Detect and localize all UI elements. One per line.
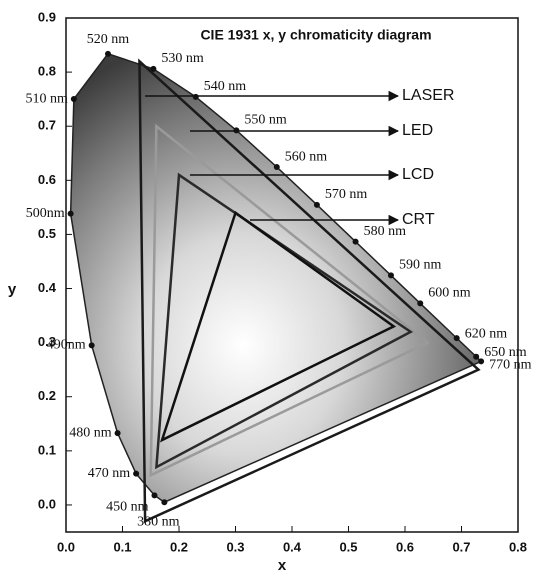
wavelength-label: 600 nm — [428, 286, 471, 301]
gamut-label: CRT — [402, 211, 435, 228]
locus-point — [453, 335, 460, 342]
x-tick-label: 0.2 — [170, 539, 188, 554]
y-tick-label: 0.0 — [38, 496, 56, 511]
wavelength-label: 520 nm — [87, 32, 130, 47]
wavelength-label: 580 nm — [364, 224, 407, 239]
x-tick-label: 0.6 — [396, 539, 414, 554]
x-tick-label: 0.3 — [226, 539, 244, 554]
y-tick-label: 0.7 — [38, 118, 56, 133]
gamut-triangle — [138, 58, 481, 524]
gamut-triangle — [149, 123, 430, 478]
wavelength-label: 500nm — [26, 206, 65, 221]
x-tick-label: 0.8 — [509, 539, 527, 554]
locus-point — [151, 492, 158, 499]
locus-point — [273, 164, 280, 171]
locus-point — [88, 342, 95, 349]
x-tick-label: 0.4 — [283, 539, 302, 554]
wavelength-label: 770 nm — [489, 358, 531, 373]
locus-point — [387, 272, 394, 279]
y-tick-label: 0.9 — [38, 9, 56, 24]
wavelength-label: 510 nm — [25, 91, 68, 106]
wavelength-label: 380 nm — [137, 514, 180, 529]
x-tick-label: 0.5 — [339, 539, 357, 554]
y-axis-label: y — [8, 281, 17, 298]
locus-point — [104, 50, 111, 57]
y-tick-label: 0.1 — [38, 442, 56, 457]
y-tick-label: 0.5 — [38, 226, 56, 241]
wavelength-label: 560 nm — [285, 149, 328, 164]
locus-point — [133, 470, 140, 477]
locus-point — [352, 238, 359, 245]
locus-point — [161, 499, 168, 506]
gamut-label: LCD — [402, 166, 434, 183]
y-tick-label: 0.8 — [38, 64, 56, 79]
locus-point — [233, 127, 240, 134]
locus-point — [114, 430, 121, 437]
chart-title: CIE 1931 x, y chromaticity diagram — [200, 27, 431, 43]
x-tick-label: 0.7 — [452, 539, 470, 554]
spectral-locus — [69, 52, 483, 504]
wavelength-label: 570 nm — [325, 187, 368, 202]
wavelength-label: 620 nm — [465, 326, 508, 341]
x-tick-label: 0.1 — [113, 539, 131, 554]
locus-point — [313, 201, 320, 208]
locus-point — [70, 96, 77, 103]
wavelength-label: 450 nm — [106, 500, 149, 515]
x-axis-label: x — [278, 557, 287, 574]
y-tick-label: 0.4 — [38, 280, 57, 295]
wavelength-label: 540 nm — [204, 79, 247, 94]
wavelength-label: 530 nm — [161, 51, 204, 66]
y-tick-label: 0.3 — [38, 334, 56, 349]
locus-point — [67, 210, 74, 217]
gamut-label: LED — [402, 122, 433, 139]
y-tick-label: 0.6 — [38, 172, 56, 187]
gamut-triangle — [159, 210, 397, 443]
locus-point — [417, 300, 424, 307]
x-tick-label: 0.0 — [57, 539, 75, 554]
locus-point — [478, 358, 485, 365]
wavelength-label: 590 nm — [399, 258, 442, 273]
gamut-triangle — [154, 172, 414, 470]
wavelength-label: 550 nm — [244, 113, 286, 128]
wavelength-label: 470 nm — [88, 466, 131, 481]
wavelength-label: 650 nm — [484, 345, 527, 360]
y-tick-label: 0.2 — [38, 388, 56, 403]
gamut-label: LASER — [402, 87, 454, 104]
locus-point — [473, 353, 480, 360]
locus-point — [192, 93, 199, 100]
locus-point — [150, 65, 157, 72]
wavelength-label: 480 nm — [69, 425, 112, 440]
